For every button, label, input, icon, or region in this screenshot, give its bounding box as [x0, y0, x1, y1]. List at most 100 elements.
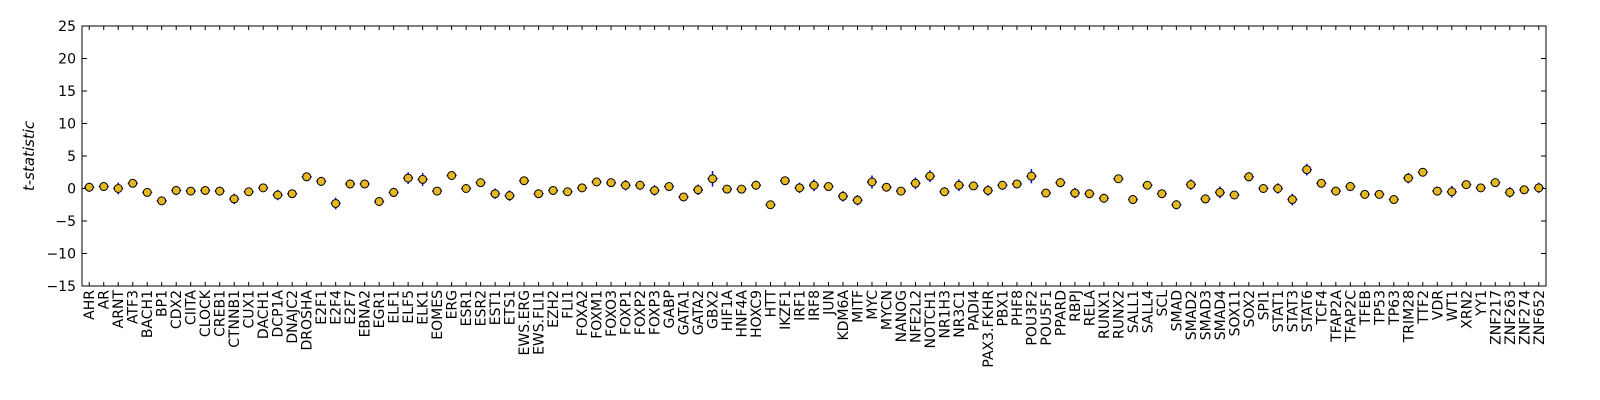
data-point — [1389, 195, 1399, 205]
data-point — [1157, 189, 1167, 199]
data-point — [1113, 174, 1123, 184]
data-point — [432, 186, 442, 196]
x-tick-label: ERG — [445, 290, 461, 319]
data-point — [157, 196, 167, 206]
data-point — [171, 185, 181, 195]
data-point — [1200, 194, 1210, 204]
data-point — [737, 184, 747, 194]
data-point — [867, 177, 877, 187]
x-tick-label: FOXO3 — [604, 290, 620, 337]
data-point — [852, 195, 862, 205]
x-tick-label: TFAP2A — [1329, 290, 1345, 343]
data-point — [1026, 171, 1036, 181]
data-point — [838, 191, 848, 201]
x-tick-label: GATA2 — [691, 290, 707, 335]
x-tick-label: TFAP2C — [1343, 290, 1359, 343]
x-tick-label: AR — [97, 290, 113, 310]
x-tick-label: SMAD4 — [1213, 290, 1229, 340]
x-tick-label: ATF3 — [126, 290, 142, 324]
data-point — [1418, 167, 1428, 177]
x-tick-label: TRIM28 — [1401, 290, 1417, 343]
x-tick-label: PHF8 — [1010, 290, 1026, 326]
x-axis-ticks: AHRARARNTATF3BACH1BP1CDX2CIITACLOCKCREB1… — [82, 26, 1548, 368]
y-tick-label: 0 — [67, 182, 76, 198]
data-point — [1490, 178, 1500, 188]
data-point — [505, 191, 515, 201]
data-point — [823, 182, 833, 192]
x-tick-label: NR1H3 — [937, 290, 953, 339]
x-tick-label: CREB1 — [213, 290, 229, 337]
y-tick-label: 25 — [58, 19, 76, 35]
x-tick-label: ZNF274 — [1517, 290, 1533, 345]
data-point — [708, 174, 718, 184]
data-point — [1302, 165, 1312, 175]
x-tick-label: MYC — [865, 290, 881, 320]
x-tick-label: NANOG — [894, 290, 910, 342]
x-tick-label: DNAJC2 — [285, 290, 301, 344]
data-point — [128, 178, 138, 188]
x-tick-label: GBX2 — [706, 290, 722, 329]
y-tick-label: −5 — [55, 214, 76, 230]
data-point — [1519, 185, 1529, 195]
data-point — [1331, 186, 1341, 196]
x-tick-label: NR3C1 — [952, 290, 968, 338]
data-point — [1258, 184, 1268, 193]
data-point — [1215, 187, 1225, 197]
x-tick-label: RBPJ — [1068, 290, 1084, 322]
data-point — [345, 179, 355, 189]
x-tick-label: KDM6A — [836, 290, 852, 341]
data-point — [606, 178, 616, 188]
x-tick-label: HIF1A — [720, 290, 736, 332]
data-point — [186, 186, 196, 196]
x-tick-label: CTNNB1 — [227, 290, 243, 348]
data-point — [780, 176, 790, 186]
data-point — [229, 194, 239, 204]
x-tick-label: GABP — [662, 290, 678, 328]
y-tick-label: 5 — [67, 149, 76, 165]
data-point — [244, 187, 254, 197]
x-tick-label: ESR2 — [474, 290, 490, 326]
data-point — [809, 180, 819, 190]
x-tick-label: MITF — [850, 290, 866, 323]
data-point — [939, 187, 949, 197]
x-tick-label: EGR1 — [372, 290, 388, 328]
data-point — [925, 171, 935, 181]
y-axis-label: t-statistic — [20, 120, 38, 191]
data-point — [548, 185, 558, 195]
data-point — [113, 184, 123, 193]
data-point — [84, 182, 94, 192]
data-point — [1186, 180, 1196, 190]
x-tick-label: EBNA2 — [358, 290, 374, 337]
x-tick-label: NFE2L2 — [908, 290, 924, 343]
x-tick-label: SMAD3 — [1198, 290, 1214, 340]
x-tick-label: VDR — [1430, 290, 1446, 320]
data-point — [621, 180, 631, 190]
x-tick-label: EWS.ERG — [517, 290, 533, 355]
x-tick-label: XRN2 — [1459, 290, 1475, 329]
data-point — [1128, 195, 1138, 205]
data-point — [1447, 187, 1457, 197]
data-point — [1171, 200, 1181, 210]
data-point — [476, 178, 486, 188]
x-tick-label: EZH2 — [546, 290, 562, 328]
data-point — [968, 181, 978, 191]
x-tick-label: RELA — [1082, 290, 1098, 327]
data-point — [795, 183, 805, 193]
x-tick-label: SMAD — [1169, 290, 1185, 331]
x-tick-label: E2F7 — [343, 290, 359, 325]
data-point — [316, 176, 326, 186]
x-tick-label: EST1 — [488, 290, 504, 325]
x-tick-label: HNF4A — [735, 290, 751, 338]
data-point — [1142, 180, 1152, 190]
x-tick-label: SALL1 — [1126, 290, 1142, 333]
x-tick-label: RUNX1 — [1097, 290, 1113, 339]
plot-axes — [81, 25, 1547, 287]
x-tick-label: E2F4 — [329, 290, 345, 325]
x-tick-label: ELF1 — [387, 290, 403, 324]
data-point — [664, 182, 674, 192]
x-tick-label: FOXA2 — [575, 290, 591, 336]
y-tick-label: −10 — [46, 247, 76, 263]
x-tick-label: ETS1 — [503, 290, 519, 325]
data-point — [910, 178, 920, 188]
data-point — [1360, 189, 1370, 199]
